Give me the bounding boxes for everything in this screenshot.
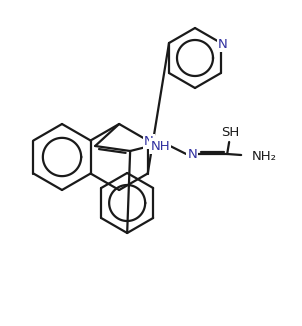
Text: N: N [218, 37, 228, 51]
Text: N: N [144, 135, 154, 148]
Text: N: N [187, 147, 197, 160]
Text: SH: SH [221, 126, 239, 139]
Text: NH₂: NH₂ [252, 151, 277, 164]
Text: NH: NH [150, 140, 170, 153]
